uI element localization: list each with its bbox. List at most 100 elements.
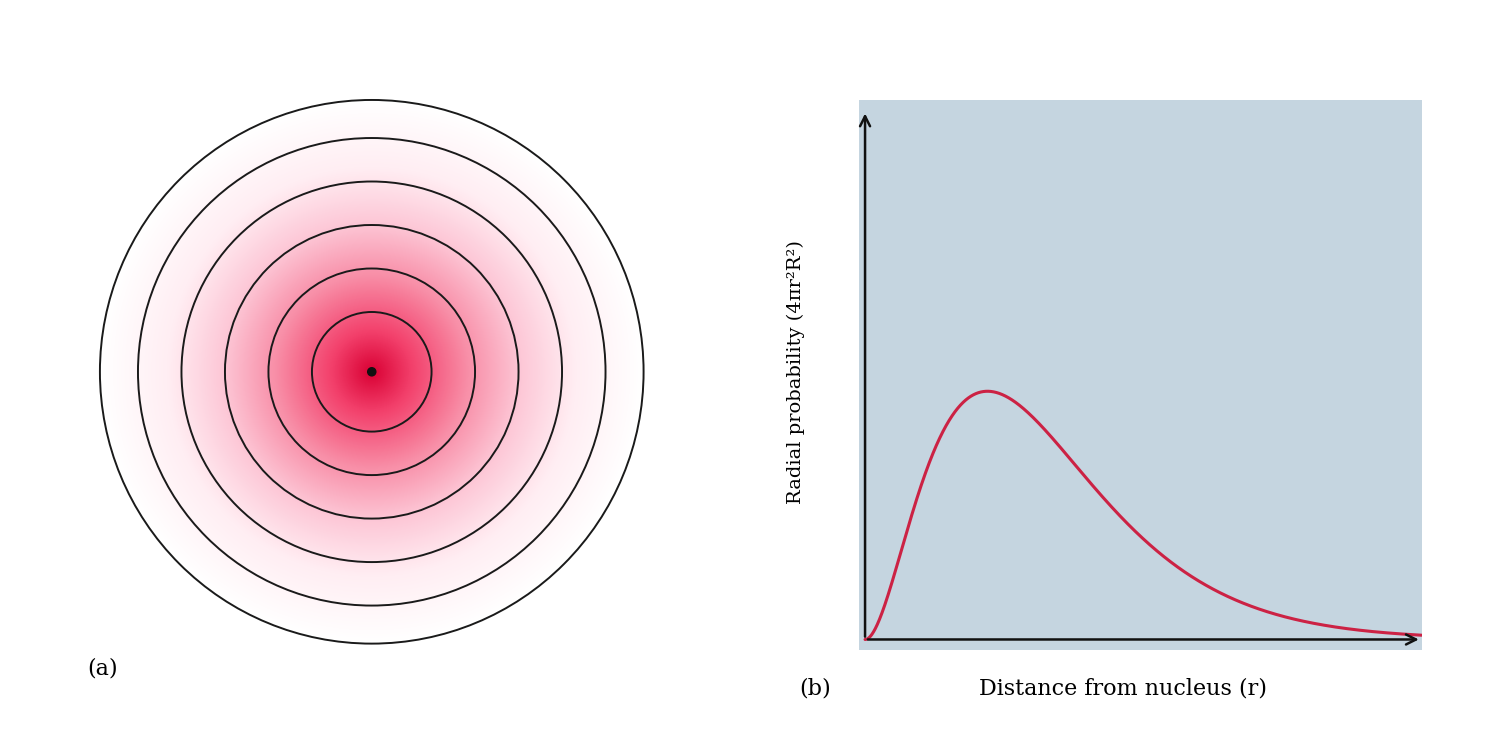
Circle shape (291, 292, 452, 452)
Circle shape (164, 163, 580, 580)
Circle shape (116, 117, 628, 627)
Circle shape (358, 358, 385, 386)
Circle shape (228, 228, 516, 515)
Circle shape (174, 174, 570, 570)
Circle shape (132, 133, 611, 611)
Circle shape (326, 325, 418, 418)
Circle shape (303, 303, 440, 441)
Circle shape (311, 311, 433, 433)
Circle shape (239, 239, 504, 504)
Text: Radial probability (4πr²R²): Radial probability (4πr²R²) (787, 240, 804, 504)
Circle shape (150, 150, 593, 593)
Circle shape (308, 308, 436, 435)
Circle shape (181, 182, 562, 562)
Circle shape (193, 194, 550, 550)
Circle shape (195, 195, 549, 548)
Circle shape (101, 101, 642, 643)
Circle shape (196, 196, 547, 547)
Circle shape (125, 125, 619, 619)
Circle shape (180, 180, 564, 564)
Circle shape (242, 243, 501, 501)
Circle shape (112, 112, 632, 632)
Circle shape (287, 287, 457, 456)
Circle shape (170, 170, 574, 574)
Circle shape (352, 353, 391, 391)
Circle shape (131, 131, 613, 612)
Circle shape (281, 282, 462, 461)
Circle shape (150, 151, 593, 593)
Circle shape (106, 106, 638, 638)
Circle shape (259, 258, 485, 486)
Circle shape (177, 176, 567, 567)
Circle shape (110, 110, 633, 634)
Circle shape (107, 107, 636, 636)
Circle shape (165, 165, 578, 578)
Circle shape (213, 213, 531, 531)
Circle shape (153, 154, 590, 590)
Circle shape (251, 251, 492, 493)
Circle shape (210, 210, 534, 534)
Circle shape (125, 125, 619, 618)
Circle shape (113, 113, 630, 631)
Circle shape (290, 290, 454, 453)
Circle shape (330, 330, 413, 413)
Circle shape (336, 335, 407, 408)
Circle shape (109, 108, 635, 636)
Circle shape (171, 171, 572, 573)
Circle shape (211, 211, 532, 533)
Circle shape (293, 294, 451, 450)
Circle shape (174, 174, 570, 569)
Circle shape (222, 222, 522, 522)
Circle shape (329, 329, 415, 415)
Circle shape (315, 316, 428, 428)
Circle shape (232, 233, 512, 511)
Circle shape (286, 286, 458, 458)
Circle shape (280, 279, 464, 464)
Circle shape (305, 305, 439, 439)
Circle shape (260, 261, 483, 483)
Circle shape (149, 149, 595, 595)
Text: (b): (b) (799, 678, 831, 700)
Circle shape (358, 359, 385, 384)
Circle shape (341, 341, 403, 402)
Circle shape (366, 365, 378, 378)
Circle shape (280, 280, 464, 464)
Circle shape (281, 281, 462, 463)
Circle shape (207, 206, 537, 537)
Circle shape (357, 356, 387, 387)
Circle shape (265, 265, 479, 478)
Circle shape (183, 183, 561, 561)
Circle shape (253, 253, 491, 491)
Circle shape (120, 120, 623, 623)
Circle shape (363, 363, 381, 381)
Circle shape (205, 206, 538, 538)
Circle shape (161, 160, 583, 584)
Circle shape (250, 250, 494, 494)
Circle shape (338, 338, 406, 405)
Circle shape (274, 273, 470, 470)
Circle shape (101, 102, 642, 642)
Circle shape (106, 106, 638, 637)
Circle shape (370, 370, 373, 373)
Circle shape (324, 324, 419, 420)
Circle shape (283, 283, 461, 461)
Circle shape (146, 147, 598, 597)
Circle shape (155, 155, 589, 589)
Circle shape (364, 364, 379, 379)
Circle shape (143, 143, 601, 601)
Circle shape (183, 184, 561, 560)
Circle shape (272, 272, 471, 472)
Circle shape (226, 225, 517, 518)
Circle shape (198, 198, 546, 545)
Circle shape (205, 205, 538, 539)
Circle shape (314, 313, 430, 430)
Circle shape (257, 257, 486, 486)
Circle shape (254, 254, 489, 489)
Circle shape (332, 332, 412, 412)
Circle shape (345, 346, 399, 398)
Circle shape (339, 339, 404, 405)
Circle shape (158, 157, 586, 586)
Circle shape (228, 227, 516, 516)
Circle shape (103, 103, 641, 641)
Circle shape (128, 128, 616, 615)
